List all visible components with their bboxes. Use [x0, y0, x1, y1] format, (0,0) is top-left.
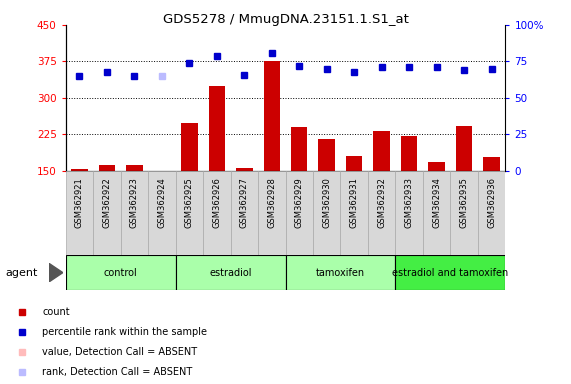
Bar: [478, 171, 505, 255]
Bar: [99, 165, 115, 171]
Bar: [286, 255, 395, 290]
Bar: [346, 156, 363, 171]
Text: GSM362926: GSM362926: [212, 177, 222, 228]
Text: GSM362931: GSM362931: [349, 177, 359, 228]
Text: GSM362934: GSM362934: [432, 177, 441, 228]
Bar: [395, 171, 423, 255]
Bar: [340, 171, 368, 255]
Bar: [208, 86, 225, 171]
Bar: [319, 139, 335, 171]
Bar: [313, 171, 340, 255]
Bar: [66, 171, 93, 255]
Bar: [483, 157, 500, 171]
Text: GSM362930: GSM362930: [322, 177, 331, 228]
Text: percentile rank within the sample: percentile rank within the sample: [42, 327, 207, 337]
Bar: [71, 169, 88, 171]
Bar: [231, 171, 258, 255]
Text: tamoxifen: tamoxifen: [316, 268, 365, 278]
Bar: [258, 171, 286, 255]
Bar: [286, 171, 313, 255]
Bar: [368, 171, 395, 255]
Bar: [428, 162, 445, 171]
Text: estradiol: estradiol: [210, 268, 252, 278]
Text: GSM362923: GSM362923: [130, 177, 139, 228]
Text: rank, Detection Call = ABSENT: rank, Detection Call = ABSENT: [42, 367, 192, 377]
Bar: [181, 123, 198, 171]
Bar: [126, 165, 143, 171]
Text: GSM362925: GSM362925: [185, 177, 194, 228]
Bar: [291, 127, 307, 171]
Polygon shape: [49, 263, 63, 282]
Bar: [263, 61, 280, 171]
Bar: [236, 169, 252, 171]
Text: GSM362922: GSM362922: [102, 177, 111, 228]
Text: estradiol and tamoxifen: estradiol and tamoxifen: [392, 268, 509, 278]
Text: GDS5278 / MmugDNA.23151.1.S1_at: GDS5278 / MmugDNA.23151.1.S1_at: [163, 13, 408, 26]
Bar: [203, 171, 231, 255]
Bar: [451, 171, 478, 255]
Bar: [176, 171, 203, 255]
Bar: [66, 255, 176, 290]
Text: GSM362928: GSM362928: [267, 177, 276, 228]
Bar: [456, 126, 472, 171]
Text: control: control: [104, 268, 138, 278]
Bar: [401, 136, 417, 171]
Bar: [423, 171, 451, 255]
Bar: [373, 131, 390, 171]
Text: GSM362936: GSM362936: [487, 177, 496, 228]
Text: agent: agent: [6, 268, 38, 278]
Text: GSM362924: GSM362924: [158, 177, 166, 228]
Bar: [93, 171, 120, 255]
Bar: [176, 255, 286, 290]
Text: GSM362921: GSM362921: [75, 177, 84, 228]
Text: GSM362935: GSM362935: [460, 177, 469, 228]
Text: GSM362927: GSM362927: [240, 177, 249, 228]
Text: value, Detection Call = ABSENT: value, Detection Call = ABSENT: [42, 347, 197, 357]
Text: GSM362933: GSM362933: [405, 177, 413, 228]
Text: GSM362932: GSM362932: [377, 177, 386, 228]
Bar: [120, 171, 148, 255]
Text: count: count: [42, 307, 70, 317]
Text: GSM362929: GSM362929: [295, 177, 304, 228]
Bar: [148, 171, 176, 255]
Bar: [395, 255, 505, 290]
